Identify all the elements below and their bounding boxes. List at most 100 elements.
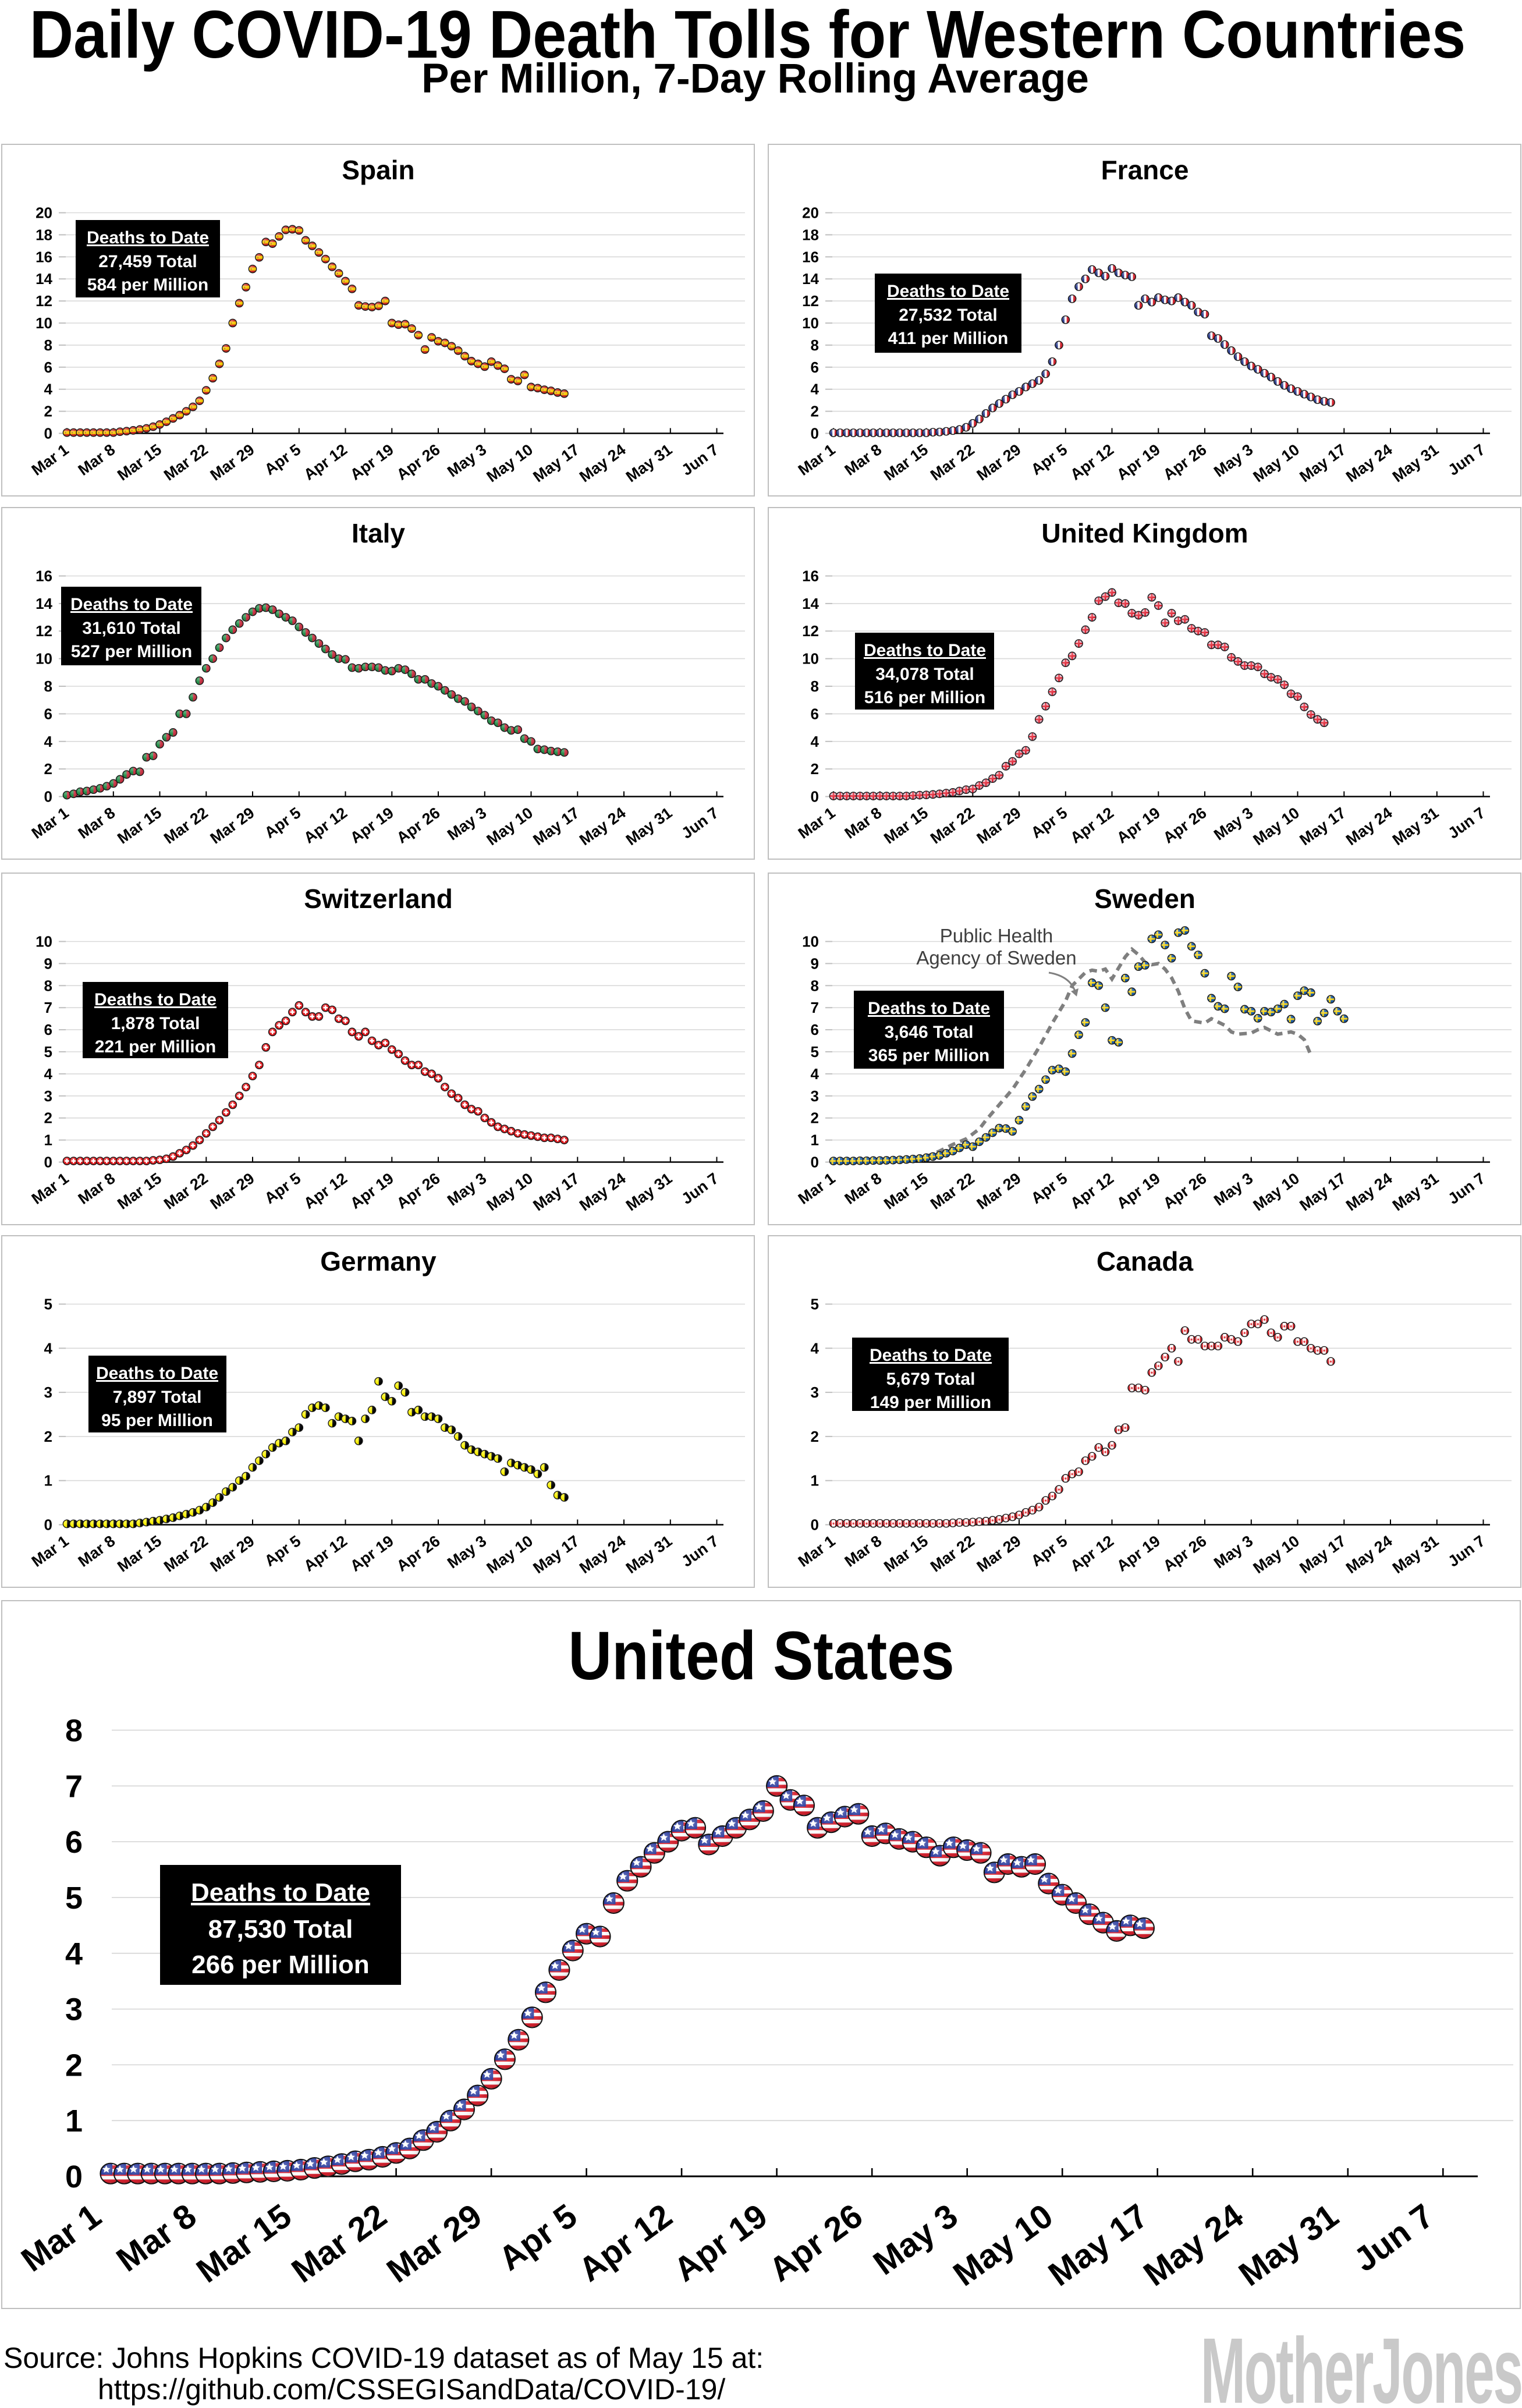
svg-text:6: 6 xyxy=(65,1825,83,1860)
svg-text:3: 3 xyxy=(44,1384,52,1401)
svg-text:16: 16 xyxy=(36,568,52,585)
svg-text:Spain: Spain xyxy=(342,155,414,185)
svg-text:Deaths to Date: Deaths to Date xyxy=(870,1346,992,1365)
svg-text:34,078 Total: 34,078 Total xyxy=(875,665,974,684)
svg-text:Public Health: Public Health xyxy=(940,925,1053,946)
svg-text:0: 0 xyxy=(811,425,819,442)
svg-text:8: 8 xyxy=(65,1714,83,1749)
svg-text:5: 5 xyxy=(44,1296,52,1313)
svg-text:95 per Million: 95 per Million xyxy=(101,1411,213,1430)
svg-text:8: 8 xyxy=(811,977,819,994)
svg-text:7: 7 xyxy=(811,999,819,1016)
svg-text:4: 4 xyxy=(811,733,819,750)
svg-text:3: 3 xyxy=(811,1384,819,1401)
svg-text:7: 7 xyxy=(44,999,52,1016)
svg-text:10: 10 xyxy=(36,314,52,332)
svg-text:United Kingdom: United Kingdom xyxy=(1041,518,1248,548)
svg-text:4: 4 xyxy=(65,1937,83,1971)
svg-text:6: 6 xyxy=(811,705,819,722)
svg-text:2: 2 xyxy=(811,1428,819,1445)
svg-text:0: 0 xyxy=(44,788,52,806)
svg-text:0: 0 xyxy=(44,1154,52,1171)
svg-text:12: 12 xyxy=(802,622,819,640)
svg-text:Switzerland: Switzerland xyxy=(304,884,453,914)
svg-text:6: 6 xyxy=(811,359,819,376)
svg-text:18: 18 xyxy=(802,226,819,243)
svg-text:527 per Million: 527 per Million xyxy=(71,642,192,661)
svg-text:1: 1 xyxy=(44,1472,52,1490)
svg-text:1: 1 xyxy=(65,2104,83,2139)
svg-text:0: 0 xyxy=(811,788,819,806)
svg-text:Deaths to Date: Deaths to Date xyxy=(70,595,193,614)
svg-text:Deaths to Date: Deaths to Date xyxy=(87,228,209,247)
svg-text:1: 1 xyxy=(44,1132,52,1149)
svg-text:2: 2 xyxy=(811,403,819,420)
svg-text:411 per Million: 411 per Million xyxy=(888,329,1009,348)
svg-text:Deaths to Date: Deaths to Date xyxy=(94,990,217,1009)
svg-text:4: 4 xyxy=(44,733,53,750)
svg-text:27,459 Total: 27,459 Total xyxy=(98,252,197,271)
svg-text:1: 1 xyxy=(811,1132,819,1149)
svg-text:1,878 Total: 1,878 Total xyxy=(111,1014,200,1033)
svg-text:10: 10 xyxy=(802,650,819,668)
svg-text:5: 5 xyxy=(44,1043,52,1061)
svg-text:12: 12 xyxy=(36,292,52,310)
svg-text:0: 0 xyxy=(811,1516,819,1534)
svg-text:Sweden: Sweden xyxy=(1094,884,1195,914)
svg-text:2: 2 xyxy=(44,1109,52,1127)
svg-text:4: 4 xyxy=(811,1065,819,1083)
svg-text:5: 5 xyxy=(65,1881,83,1916)
svg-text:2: 2 xyxy=(44,1428,52,1445)
svg-text:2: 2 xyxy=(811,760,819,778)
svg-text:87,530 Total: 87,530 Total xyxy=(208,1915,353,1944)
svg-text:2: 2 xyxy=(44,760,52,778)
svg-text:3: 3 xyxy=(811,1087,819,1105)
svg-text:4: 4 xyxy=(44,1339,53,1357)
svg-text:6: 6 xyxy=(44,359,52,376)
svg-text:1: 1 xyxy=(811,1472,819,1490)
svg-text:7: 7 xyxy=(65,1769,83,1804)
svg-text:18: 18 xyxy=(36,226,52,243)
svg-text:16: 16 xyxy=(36,248,52,265)
svg-text:8: 8 xyxy=(811,336,819,354)
svg-text:9: 9 xyxy=(811,955,819,972)
svg-text:Deaths to Date: Deaths to Date xyxy=(887,282,1009,301)
svg-text:8: 8 xyxy=(44,336,52,354)
svg-text:10: 10 xyxy=(802,314,819,332)
svg-text:7,897 Total: 7,897 Total xyxy=(113,1388,202,1407)
svg-text:16: 16 xyxy=(802,568,819,585)
svg-text:14: 14 xyxy=(802,595,819,612)
svg-text:Agency of Sweden: Agency of Sweden xyxy=(916,947,1076,969)
svg-text:0: 0 xyxy=(44,1516,52,1534)
svg-text:6: 6 xyxy=(811,1021,819,1038)
svg-text:16: 16 xyxy=(802,248,819,265)
svg-text:12: 12 xyxy=(36,622,52,640)
svg-text:0: 0 xyxy=(811,1154,819,1171)
svg-text:20: 20 xyxy=(36,204,52,222)
svg-text:14: 14 xyxy=(36,595,52,612)
svg-text:6: 6 xyxy=(44,1021,52,1038)
svg-text:27,532 Total: 27,532 Total xyxy=(899,306,998,325)
svg-text:Deaths to Date: Deaths to Date xyxy=(96,1364,218,1383)
svg-text:Germany: Germany xyxy=(320,1246,437,1276)
svg-text:14: 14 xyxy=(802,270,819,288)
svg-text:Deaths to Date: Deaths to Date xyxy=(191,1878,370,1907)
svg-text:8: 8 xyxy=(44,977,52,994)
svg-text:France: France xyxy=(1101,155,1189,185)
svg-text:20: 20 xyxy=(802,204,819,222)
svg-text:365 per Million: 365 per Million xyxy=(868,1046,989,1065)
svg-text:8: 8 xyxy=(44,678,52,695)
svg-text:10: 10 xyxy=(36,650,52,668)
svg-text:0: 0 xyxy=(65,2159,83,2194)
svg-text:5,679 Total: 5,679 Total xyxy=(886,1370,975,1389)
svg-text:221 per Million: 221 per Million xyxy=(95,1037,216,1056)
svg-text:4: 4 xyxy=(811,381,819,398)
svg-text:Italy: Italy xyxy=(352,518,405,548)
svg-text:3: 3 xyxy=(44,1087,52,1105)
svg-text:4: 4 xyxy=(44,1065,53,1083)
svg-text:5: 5 xyxy=(811,1043,819,1061)
svg-text:9: 9 xyxy=(44,955,52,972)
svg-text:Canada: Canada xyxy=(1097,1246,1194,1276)
svg-text:Deaths to Date: Deaths to Date xyxy=(864,641,986,660)
svg-text:2: 2 xyxy=(44,403,52,420)
